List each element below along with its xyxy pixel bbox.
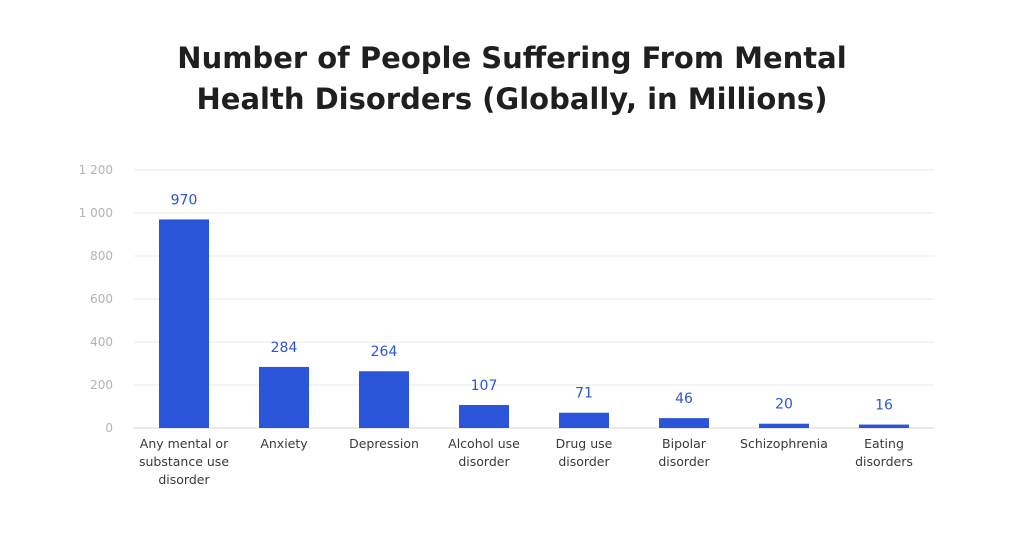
category-label-7-line-0: Eating <box>864 436 904 451</box>
category-label-5-line-0: Bipolar <box>662 436 707 451</box>
y-tick-label-600: 600 <box>90 292 113 306</box>
category-label-7-line-1: disorders <box>855 454 913 469</box>
category-label-7: Eating disorders <box>855 436 913 469</box>
bar-1 <box>259 366 309 428</box>
category-label-4-line-1: disorder <box>558 454 610 469</box>
data-label-2: 264 <box>371 344 398 360</box>
x-axis-category-labels: Any mental or substance use disorder Anxiet… <box>139 436 913 487</box>
data-label-3: 107 <box>471 378 498 394</box>
chart-title-line-2: Health Disorders (Globally, in Millions) <box>196 82 828 116</box>
chart-title-line-1: Number of People Suffering From Mental <box>177 41 847 75</box>
y-tick-label-1200: 1 200 <box>79 163 113 177</box>
category-label-0-line-1: substance use <box>139 454 229 469</box>
bar-7 <box>859 424 909 428</box>
data-labels: 970 284 264 107 71 46 20 16 <box>171 192 893 413</box>
category-label-2-line-0: Depression <box>349 436 419 451</box>
category-label-3: Alcohol use disorder <box>448 436 520 469</box>
y-tick-label-400: 400 <box>90 335 113 349</box>
data-label-1: 284 <box>271 340 298 356</box>
y-tick-label-0: 0 <box>105 421 113 435</box>
category-label-0-line-2: disorder <box>158 472 210 487</box>
chart-title: Number of People Suffering From Mental H… <box>112 38 912 120</box>
bar-3 <box>459 404 509 428</box>
category-label-4: Drug use disorder <box>556 436 613 469</box>
category-label-0: Any mental or substance use disorder <box>139 436 229 487</box>
category-label-4-line-0: Drug use <box>556 436 613 451</box>
category-label-2: Depression <box>349 436 419 451</box>
data-label-7: 16 <box>875 398 893 414</box>
category-label-6: Schizophrenia <box>740 436 828 451</box>
data-label-0: 970 <box>171 192 198 208</box>
bar-2 <box>359 371 409 428</box>
category-label-1: Anxiety <box>260 436 308 451</box>
bar-6 <box>759 423 809 428</box>
data-label-6: 20 <box>775 397 793 413</box>
y-axis-tick-labels: 0 200 400 600 800 1 000 1 200 <box>79 163 113 435</box>
data-label-5: 46 <box>675 391 693 407</box>
bar-0 <box>159 219 209 428</box>
category-label-3-line-1: disorder <box>458 454 510 469</box>
y-tick-label-200: 200 <box>90 378 113 392</box>
gridlines <box>134 169 934 429</box>
bar-5 <box>659 418 709 428</box>
category-label-3-line-0: Alcohol use <box>448 436 520 451</box>
category-label-0-line-0: Any mental or <box>140 436 229 451</box>
category-label-5-line-1: disorder <box>658 454 710 469</box>
category-label-6-line-0: Schizophrenia <box>740 436 828 451</box>
bar-4 <box>559 412 609 428</box>
category-label-1-line-0: Anxiety <box>260 436 308 451</box>
data-label-4: 71 <box>575 386 593 402</box>
category-label-5: Bipolar disorder <box>658 436 710 469</box>
y-tick-label-1000: 1 000 <box>79 206 113 220</box>
y-tick-label-800: 800 <box>90 249 113 263</box>
bars <box>159 219 909 428</box>
